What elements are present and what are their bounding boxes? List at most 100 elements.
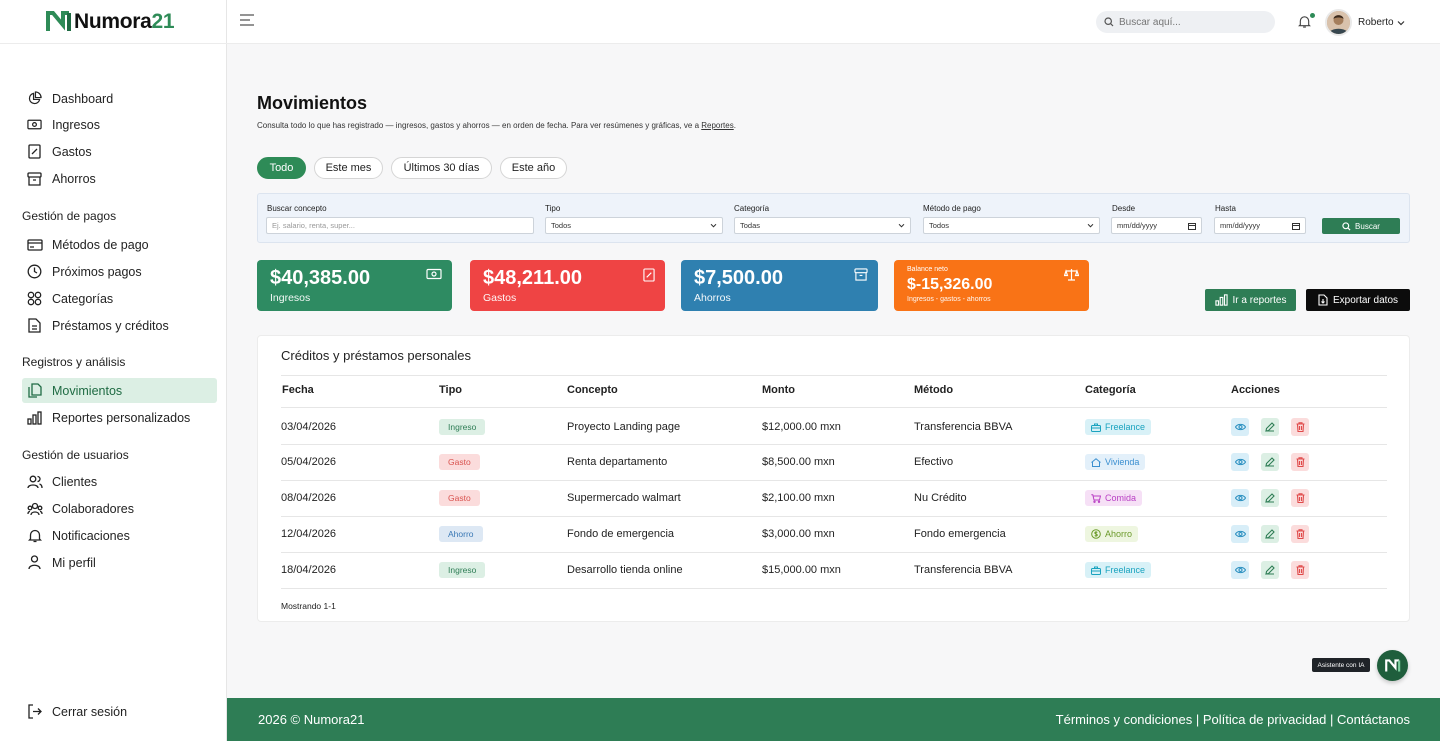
search-input[interactable] — [1119, 16, 1259, 28]
export-file-icon — [1318, 294, 1328, 306]
nav-mi-perfil[interactable]: Mi perfil — [22, 550, 217, 575]
card-gastos: $48,211.00 Gastos — [470, 260, 665, 311]
category-badge: Vivienda — [1085, 454, 1146, 470]
nav-label: Mi perfil — [52, 555, 96, 570]
nav-movimientos[interactable]: Movimientos — [22, 378, 217, 403]
coin-icon — [1091, 529, 1101, 539]
ai-assistant-button[interactable] — [1377, 650, 1408, 681]
tipo-badge: Gasto — [439, 454, 480, 470]
eye-icon — [1234, 423, 1246, 431]
view-button[interactable] — [1231, 561, 1249, 579]
edit-button[interactable] — [1261, 561, 1279, 579]
grid-icon — [26, 290, 43, 307]
files-icon — [26, 382, 43, 399]
trash-icon — [1296, 565, 1304, 575]
nav-proximos-pagos[interactable]: Próximos pagos — [22, 259, 217, 284]
view-button[interactable] — [1231, 489, 1249, 507]
briefcase-icon — [1091, 423, 1101, 432]
delete-button[interactable] — [1291, 561, 1309, 579]
buscar-label: Buscar — [1355, 221, 1380, 231]
desde-value: mm/dd/yyyy — [1117, 221, 1158, 230]
tipo-value: Todos — [551, 221, 572, 230]
trash-icon — [1296, 529, 1304, 539]
nav-categorias[interactable]: Categorías — [22, 286, 217, 311]
hasta-value: mm/dd/yyyy — [1220, 221, 1261, 230]
exportar-button[interactable]: Exportar datos — [1306, 289, 1410, 311]
nav-dashboard[interactable]: Dashboard — [22, 86, 217, 111]
categoria-select[interactable]: Todas — [734, 217, 911, 234]
edit-button[interactable] — [1261, 418, 1279, 436]
th-monto: Monto — [762, 384, 795, 396]
logout-button[interactable]: Cerrar sesión — [22, 699, 217, 724]
notifications-button[interactable] — [1298, 14, 1311, 29]
section-pagos: Gestión de pagos — [22, 209, 117, 223]
nav-notificaciones[interactable]: Notificaciones — [22, 523, 217, 548]
nav-label: Notificaciones — [52, 528, 130, 543]
nav-gastos[interactable]: Gastos — [22, 139, 217, 164]
logo-icon — [46, 11, 71, 31]
archive-box-icon — [854, 268, 868, 281]
cell-monto: $2,100.00 mxn — [762, 492, 835, 504]
nav-label: Reportes personalizados — [52, 410, 191, 425]
search-box[interactable] — [1096, 11, 1275, 33]
cell-concepto: Renta departamento — [567, 456, 668, 468]
hasta-date-input[interactable]: mm/dd/yyyy — [1214, 217, 1306, 234]
search-icon — [1342, 221, 1351, 231]
cell-metodo: Nu Crédito — [914, 492, 967, 504]
calendar-icon — [1188, 222, 1196, 230]
delete-button[interactable] — [1291, 418, 1309, 436]
ingresos-amount: $40,385.00 — [270, 267, 371, 289]
user-menu[interactable]: Roberto — [1358, 17, 1405, 28]
assistant-logo-icon — [1384, 658, 1400, 672]
delete-button[interactable] — [1291, 489, 1309, 507]
edit-button[interactable] — [1261, 525, 1279, 543]
avatar[interactable] — [1325, 9, 1352, 36]
user-name: Roberto — [1358, 17, 1394, 28]
nav-metodos-pago[interactable]: Métodos de pago — [22, 232, 217, 257]
cell-fecha: 18/04/2026 — [281, 564, 337, 576]
nav-label: Préstamos y créditos — [52, 318, 169, 333]
nav-label: Clientes — [52, 474, 98, 489]
eye-icon — [1234, 530, 1246, 538]
pencil-icon — [1265, 565, 1275, 575]
metodo-select[interactable]: Todos — [923, 217, 1100, 234]
edit-button[interactable] — [1261, 489, 1279, 507]
cell-fecha: 03/04/2026 — [281, 421, 337, 433]
th-concepto: Concepto — [567, 384, 618, 396]
buscar-button[interactable]: Buscar — [1322, 218, 1400, 234]
tipo-select[interactable]: Todos — [545, 217, 723, 234]
footer-copyright: 2026 © Numora21 — [258, 712, 365, 727]
chip-este-anio[interactable]: Este año — [500, 157, 567, 179]
delete-button[interactable] — [1291, 453, 1309, 471]
delete-button[interactable] — [1291, 525, 1309, 543]
menu-toggle-button[interactable] — [239, 14, 255, 26]
concepto-input[interactable]: Ej. salario, renta, super... — [266, 217, 534, 234]
ir-reportes-button[interactable]: Ir a reportes — [1205, 289, 1296, 311]
eye-icon — [1234, 494, 1246, 502]
nav-ingresos[interactable]: Ingresos — [22, 112, 217, 137]
filter-tipo-label: Tipo — [545, 204, 561, 213]
cell-fecha: 12/04/2026 — [281, 528, 337, 540]
pie-chart-icon — [26, 90, 43, 107]
nav-prestamos[interactable]: Préstamos y créditos — [22, 313, 217, 338]
reportes-link[interactable]: Reportes — [701, 121, 734, 130]
brand-logo[interactable]: Numora21 — [46, 9, 175, 35]
nav-colaboradores[interactable]: Colaboradores — [22, 496, 217, 521]
edit-button[interactable] — [1261, 453, 1279, 471]
nav-ahorros[interactable]: Ahorros — [22, 166, 217, 191]
nav-label: Colaboradores — [52, 501, 134, 516]
view-button[interactable] — [1231, 418, 1249, 436]
footer-links[interactable]: Términos y condiciones | Política de pri… — [1055, 712, 1410, 727]
category-badge: Freelance — [1085, 419, 1152, 435]
nav-reportes[interactable]: Reportes personalizados — [22, 405, 217, 430]
view-button[interactable] — [1231, 453, 1249, 471]
chip-ultimos-30[interactable]: Últimos 30 días — [391, 157, 492, 179]
trash-icon — [1296, 457, 1304, 467]
chip-este-mes[interactable]: Este mes — [314, 157, 383, 179]
notification-dot — [1310, 13, 1315, 18]
chip-todo[interactable]: Todo — [257, 157, 306, 179]
view-button[interactable] — [1231, 525, 1249, 543]
metodo-value: Todos — [929, 221, 950, 230]
nav-clientes[interactable]: Clientes — [22, 469, 217, 494]
desde-date-input[interactable]: mm/dd/yyyy — [1111, 217, 1202, 234]
